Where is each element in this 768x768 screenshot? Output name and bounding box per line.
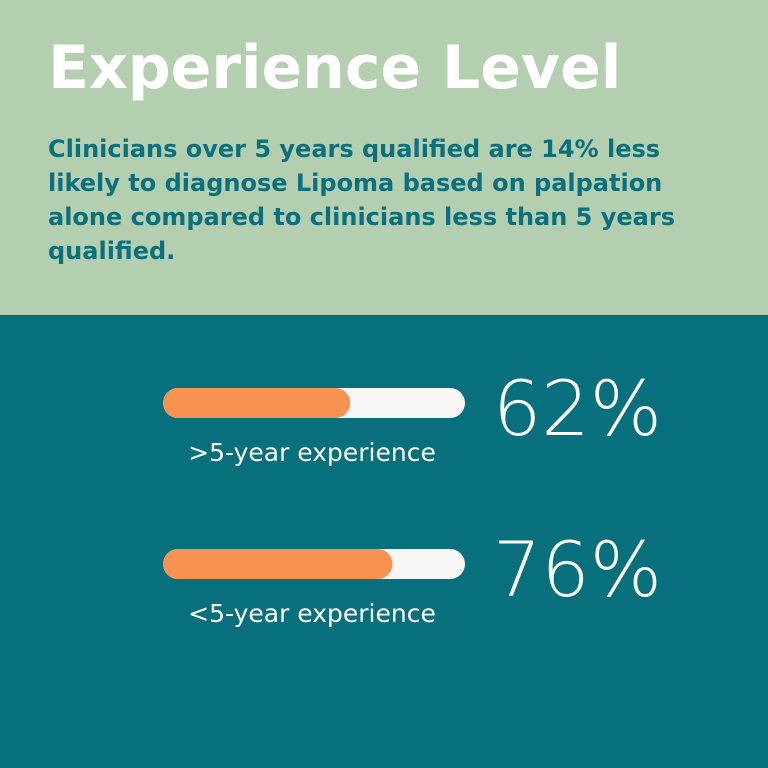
bar bbox=[163, 388, 351, 418]
subtitle: Clinicians over 5 years qualified are 14… bbox=[48, 135, 675, 265]
category-label: <5-year experience bbox=[188, 599, 436, 628]
category-label: >5-year experience bbox=[188, 438, 436, 467]
chart-title: Experience Level bbox=[48, 33, 621, 103]
value-label: 62% bbox=[493, 364, 662, 453]
value-label: 76% bbox=[493, 525, 662, 614]
bar bbox=[163, 549, 393, 579]
header-panel bbox=[0, 0, 768, 315]
